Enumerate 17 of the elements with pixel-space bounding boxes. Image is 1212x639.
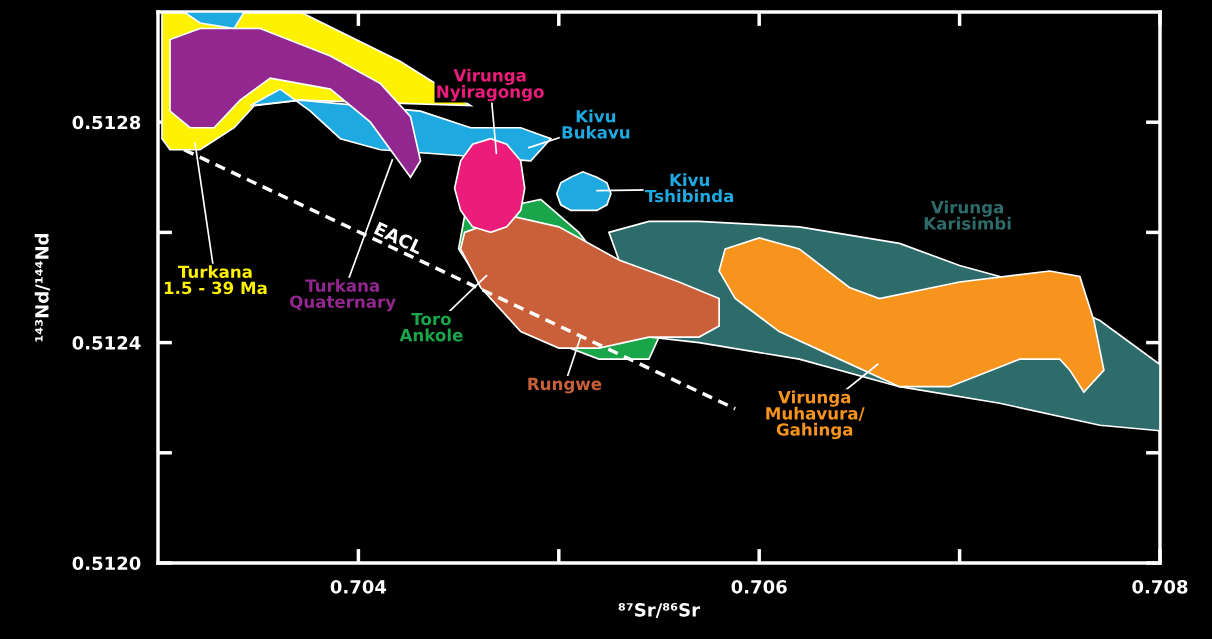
y-tick-label: 0.5120: [72, 556, 141, 571]
y-tick-label: 0.5124: [72, 336, 141, 350]
text: Turkana 1.5 - 39 Ma: [164, 265, 267, 295]
series-label: Rungwe: [528, 377, 602, 394]
x-axis-title: ⁸⁷Sr/⁸⁶Sr: [618, 603, 700, 619]
text: Kivu Tshibinda: [645, 173, 734, 203]
x-tick-label: 0.708: [1132, 579, 1188, 594]
text: Turkana Quaternary: [290, 278, 396, 312]
x-tick-label: 0.704: [330, 579, 387, 594]
series-label: Virunga Karisimbi: [924, 200, 1011, 230]
y-axis-title: ¹⁴³Nd/¹⁴⁴Nd: [34, 233, 51, 342]
y-tick-label: 0.5128: [72, 115, 141, 130]
x-tick-label: 0.706: [731, 579, 787, 594]
text: Virunga Nyiragongo: [437, 68, 544, 102]
series-label: Kivu Bukavu: [562, 109, 630, 139]
series-label: Virunga Muhavura/ Gahinga: [766, 390, 865, 440]
series-label: Toro Ankole: [399, 312, 463, 342]
